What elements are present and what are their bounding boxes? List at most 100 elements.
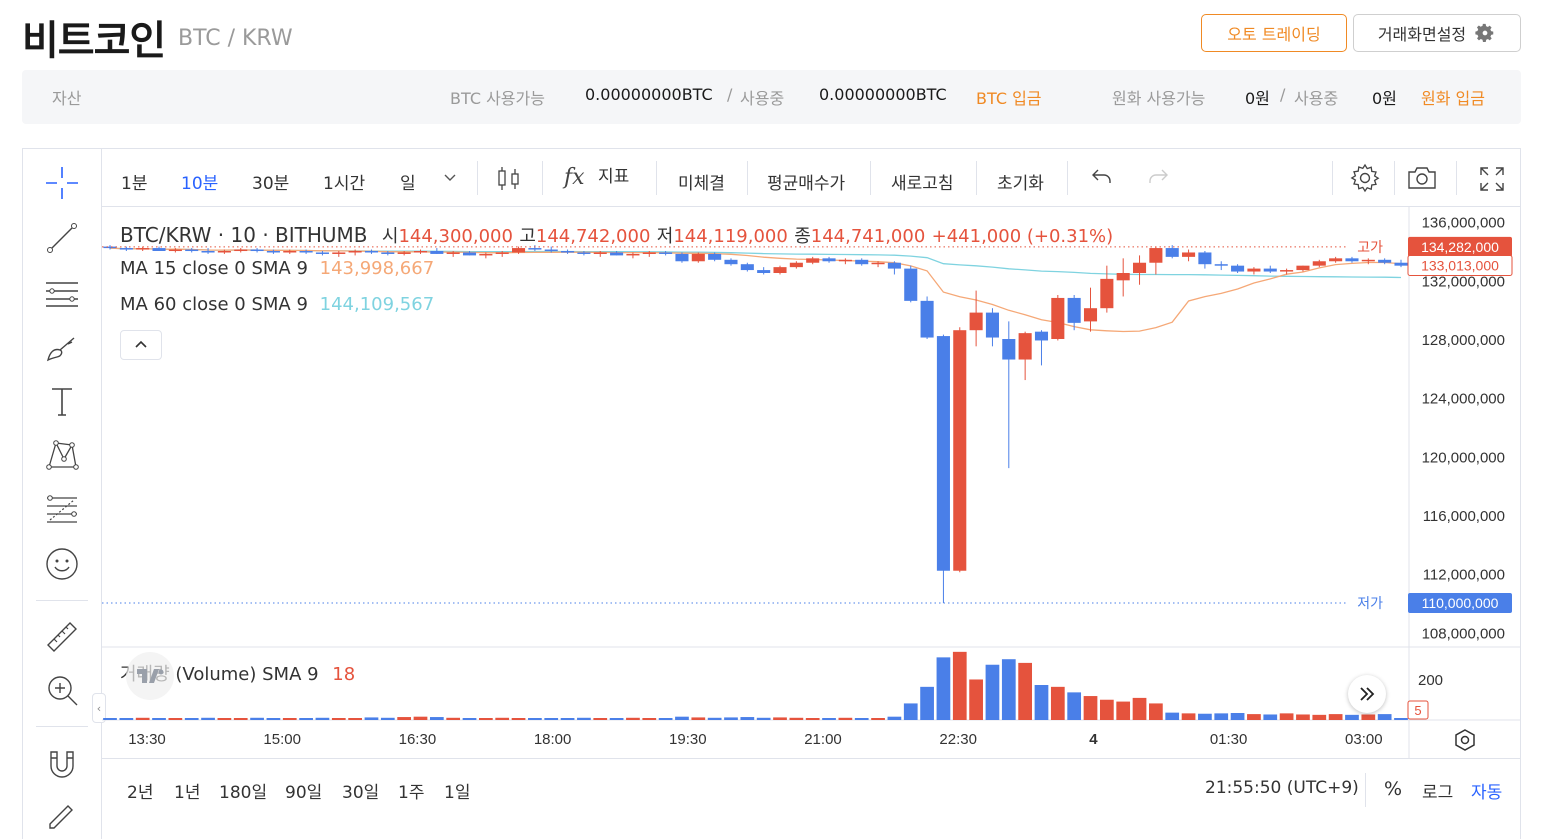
krw-in-use-value: 0원 [1372, 89, 1397, 108]
candle-body [381, 252, 395, 254]
candle-body [479, 253, 493, 256]
interval-dropdown[interactable] [443, 169, 457, 189]
screen-settings-button[interactable]: 거래화면설정 [1353, 14, 1521, 52]
percent-toggle[interactable]: % [1384, 778, 1403, 800]
volume-bar [805, 718, 820, 720]
fib-tool-icon[interactable] [42, 490, 82, 530]
double-chevron-right-icon [1360, 687, 1375, 701]
collapse-toolbar-button[interactable]: ‹ [92, 693, 106, 723]
high-marker-label: 고가 [1357, 239, 1383, 255]
interval-1h[interactable]: 1시간 [323, 174, 366, 194]
candle-body [1345, 258, 1359, 262]
legend-collapse-button[interactable] [120, 330, 162, 360]
candle-body [103, 246, 117, 249]
candle-body [348, 251, 362, 253]
camera-icon[interactable] [1406, 164, 1438, 197]
volume-bar [838, 717, 853, 720]
volume-bar [1018, 662, 1033, 720]
volume-bar [920, 686, 934, 720]
legend-ma60-label: MA 60 close 0 SMA 9 [120, 294, 308, 315]
interval-day[interactable]: 일 [400, 174, 416, 194]
candle-body [299, 251, 313, 253]
volume-bar [348, 718, 362, 720]
auto-trading-button[interactable]: 오토 트레이딩 [1201, 14, 1347, 52]
candle-body [708, 253, 722, 260]
avg-buy-price-button[interactable]: 평균매수가 [767, 174, 846, 194]
horizontal-lines-icon[interactable] [42, 273, 82, 313]
candle-body [985, 312, 999, 338]
pattern-tool-icon[interactable] [42, 435, 82, 475]
fullscreen-icon[interactable] [1479, 166, 1505, 197]
volume-bar [299, 718, 313, 720]
indicator-button[interactable]: fx 지표 [564, 164, 629, 190]
redo-icon[interactable] [1146, 167, 1170, 192]
btc-in-use-value: 0.00000000BTC [819, 85, 947, 104]
toolbar-divider-2 [36, 726, 88, 727]
volume-bar [528, 718, 542, 720]
refresh-button[interactable]: 새로고침 [891, 174, 954, 194]
magnet-icon[interactable] [42, 744, 82, 784]
volume-bar [266, 718, 281, 720]
chart-settings-icon[interactable] [1350, 163, 1380, 198]
interval-10m[interactable]: 10분 [181, 174, 219, 194]
legend-ma60-value: 144,109,567 [319, 294, 435, 315]
range-1d[interactable]: 1일 [444, 783, 471, 803]
volume-bar [364, 717, 379, 720]
ruler-icon[interactable] [42, 617, 82, 657]
bottom-bar: 2년 1년 180일 90일 30일 1주 1일 21:55:50 (UTC+9… [102, 758, 1521, 818]
time-tick-label: 03:00 [1345, 731, 1383, 748]
candle-body [364, 251, 379, 253]
trend-line-icon[interactable] [42, 218, 82, 258]
range-1y[interactable]: 1년 [174, 783, 201, 803]
log-toggle[interactable]: 로그 [1422, 783, 1454, 803]
candle-type-icon[interactable] [496, 165, 522, 198]
krw-deposit-link[interactable]: 원화 입금 [1421, 89, 1485, 108]
unfilled-orders-button[interactable]: 미체결 [678, 174, 725, 194]
toolbar-separator [542, 161, 543, 195]
btc-deposit-link[interactable]: BTC 입금 [976, 89, 1042, 108]
range-180d[interactable]: 180일 [219, 783, 268, 803]
range-2y[interactable]: 2년 [127, 783, 154, 803]
emoji-icon[interactable] [42, 544, 82, 584]
brush-icon[interactable] [42, 328, 82, 368]
axis-settings-icon[interactable] [1452, 727, 1478, 753]
range-1w[interactable]: 1주 [398, 783, 425, 803]
btc-available-label: BTC 사용가능 [450, 89, 545, 108]
volume-bar [1181, 713, 1196, 720]
auto-scale-toggle[interactable]: 자동 [1471, 783, 1503, 803]
candle-body [593, 252, 607, 254]
clock-timezone[interactable]: 21:55:50 (UTC+9) [1205, 778, 1359, 798]
range-90d[interactable]: 90일 [285, 783, 323, 803]
candle-body [1002, 339, 1016, 360]
crosshair-icon[interactable] [42, 163, 82, 203]
volume-bar [789, 717, 804, 720]
volume-bar [1247, 714, 1261, 720]
tradingview-logo[interactable] [126, 652, 174, 700]
undo-icon[interactable] [1090, 167, 1114, 192]
volume-bar [511, 718, 526, 720]
volume-bar [1312, 714, 1327, 720]
slash-separator: / [727, 85, 733, 104]
page-title: 비트코인 [22, 18, 166, 64]
scroll-to-latest-button[interactable] [1348, 675, 1386, 713]
reset-button[interactable]: 초기화 [997, 174, 1044, 194]
candle-body [495, 252, 509, 254]
volume-bar [577, 717, 591, 720]
interval-30m[interactable]: 30분 [252, 174, 290, 194]
lock-drawing-icon[interactable] [42, 796, 82, 836]
text-tool-icon[interactable] [42, 381, 82, 421]
candle-body [659, 252, 673, 254]
range-30d[interactable]: 30일 [342, 783, 380, 803]
interval-1m[interactable]: 1분 [121, 174, 148, 194]
candle-body [1149, 248, 1163, 263]
volume-bar [887, 716, 902, 720]
candle-body [561, 251, 575, 253]
candle-body [1296, 265, 1310, 271]
candle-body [201, 251, 215, 253]
zoom-in-icon[interactable] [42, 670, 82, 710]
legend-change: +441,000 (+0.31%) [931, 226, 1114, 247]
toolbar-separator [976, 161, 977, 195]
price-tick-label: 116,000,000 [1423, 508, 1505, 525]
candle-body [822, 258, 836, 262]
